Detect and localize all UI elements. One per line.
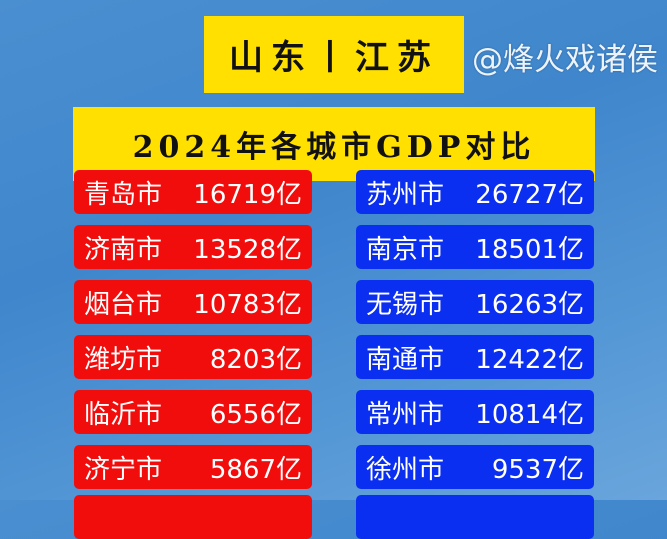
city-name: 徐州市 <box>366 454 445 485</box>
city-name: 青岛市 <box>84 179 163 210</box>
city-name: 烟台市 <box>84 289 163 320</box>
shandong-city-row: 烟台市 10783亿 <box>74 280 312 324</box>
city-gdp: 26727亿 <box>475 179 584 210</box>
jiangsu-city-row: 南京市 18501亿 <box>356 225 594 269</box>
city-name: 济南市 <box>84 234 163 265</box>
shandong-city-row: 济南市 13528亿 <box>74 225 312 269</box>
city-gdp: 8203亿 <box>209 344 302 375</box>
city-name: 南通市 <box>366 344 445 375</box>
shandong-city-row: 青岛市 16719亿 <box>74 170 312 214</box>
shandong-city-row: 临沂市 6556亿 <box>74 390 312 434</box>
city-gdp: 6556亿 <box>209 399 302 430</box>
jiangsu-city-row: 常州市 10814亿 <box>356 390 594 434</box>
jiangsu-city-row: 苏州市 26727亿 <box>356 170 594 214</box>
city-gdp: 10814亿 <box>475 399 584 430</box>
city-gdp: 13528亿 <box>193 234 302 265</box>
city-name: 潍坊市 <box>84 344 163 375</box>
city-gdp: 5867亿 <box>209 454 302 485</box>
city-name: 济宁市 <box>84 454 163 485</box>
watermark: @烽火戏诸侯 <box>472 42 658 78</box>
city-name: 常州市 <box>366 399 445 430</box>
city-gdp: 12422亿 <box>475 344 584 375</box>
city-name: 苏州市 <box>366 179 445 210</box>
jiangsu-city-row: 南通市 12422亿 <box>356 335 594 379</box>
city-gdp: 10783亿 <box>193 289 302 320</box>
title-subtitle: 2024年各城市GDP对比 <box>73 107 595 181</box>
city-name: 无锡市 <box>366 289 445 320</box>
title-province: 山东丨江苏 <box>204 16 464 93</box>
partial-row-jiangsu <box>356 495 594 539</box>
city-gdp: 16263亿 <box>475 289 584 320</box>
jiangsu-city-row: 无锡市 16263亿 <box>356 280 594 324</box>
city-name: 临沂市 <box>84 399 163 430</box>
shandong-city-row: 潍坊市 8203亿 <box>74 335 312 379</box>
city-name: 南京市 <box>366 234 445 265</box>
city-gdp: 9537亿 <box>491 454 584 485</box>
partial-row-shandong <box>74 495 312 539</box>
city-gdp: 18501亿 <box>475 234 584 265</box>
jiangsu-city-row: 徐州市 9537亿 <box>356 445 594 489</box>
shandong-city-row: 济宁市 5867亿 <box>74 445 312 489</box>
city-gdp: 16719亿 <box>193 179 302 210</box>
